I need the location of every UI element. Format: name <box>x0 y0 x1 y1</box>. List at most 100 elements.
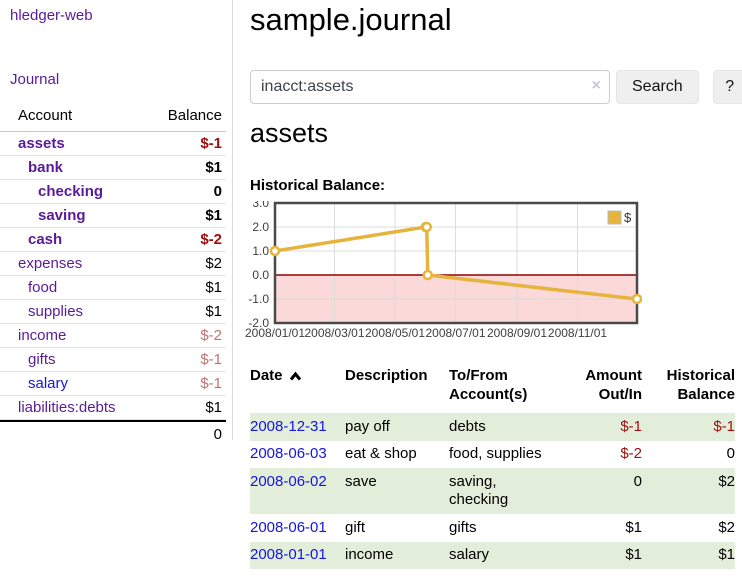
register-table: Date Description To/From Account(s) Amou… <box>250 362 735 569</box>
transaction-description: gift <box>345 518 366 536</box>
svg-text:2008/03/01: 2008/03/01 <box>304 326 364 340</box>
search-box: × <box>250 70 610 104</box>
account-balance-table: Account Balance assets $-1 bank $1 check… <box>0 100 226 447</box>
svg-text:2008/05/01: 2008/05/01 <box>365 326 425 340</box>
register-row: 2008-06-01 gift gifts $1 $2 <box>250 514 735 542</box>
sidebar-item-journal[interactable]: Journal <box>10 71 60 88</box>
account-link[interactable]: food <box>28 279 58 296</box>
transaction-description: eat & shop <box>345 445 417 462</box>
account-link[interactable]: saving <box>38 207 86 224</box>
search-bar: × Search ? <box>250 70 742 104</box>
account-balance: $-2 <box>200 231 222 248</box>
svg-text:-1.0: -1.0 <box>248 292 269 306</box>
register-row: 2008-12-31 pay off debts $-1 $-1 <box>250 413 735 441</box>
transaction-accounts: debts <box>449 417 486 435</box>
transaction-accounts: saving, checking <box>449 472 509 509</box>
account-balance: $1 <box>205 207 222 224</box>
account-row-salary: salary $-1 <box>0 372 226 396</box>
total-balance: 0 <box>213 426 222 443</box>
transaction-date-link[interactable]: 2008-01-01 <box>250 546 327 563</box>
clear-search-icon[interactable]: × <box>591 77 601 94</box>
account-row-saving: saving $1 <box>0 204 226 228</box>
account-row-supplies: supplies $1 <box>0 300 226 324</box>
account-row-gifts: gifts $-1 <box>0 348 226 372</box>
account-balance: $-1 <box>200 351 222 368</box>
transaction-balance: 0 <box>726 445 735 462</box>
register-row: 2008-01-01 income salary $1 $1 <box>250 541 735 569</box>
account-row-assets: assets $-1 <box>0 132 226 156</box>
transaction-accounts: gifts <box>449 518 477 536</box>
chart-title: Historical Balance: <box>250 177 386 194</box>
account-row-liabilities-debts: liabilities:debts $1 <box>0 396 226 420</box>
account-balance: $1 <box>205 399 222 416</box>
account-balance: $-1 <box>200 375 222 392</box>
transaction-description: save <box>345 472 377 490</box>
account-balance: $-1 <box>200 135 222 152</box>
register-row: 2008-06-02 save saving, checking 0 $2 <box>250 468 735 514</box>
account-link[interactable]: cash <box>28 231 63 248</box>
accounts-column-header: To/From Account(s) <box>449 367 528 403</box>
transaction-balance: $1 <box>718 546 735 563</box>
account-row-bank: bank $1 <box>0 156 226 180</box>
transaction-description: pay off <box>345 417 390 435</box>
account-balance: $1 <box>205 279 222 296</box>
account-link[interactable]: checking <box>38 183 104 200</box>
account-balance: 0 <box>213 183 222 200</box>
svg-text:1.0: 1.0 <box>252 244 269 258</box>
sidebar: hledger-web Journal Account Balance asse… <box>0 0 233 443</box>
balance-column-header: Balance <box>167 107 222 124</box>
account-link[interactable]: gifts <box>28 351 56 368</box>
search-button[interactable]: Search <box>616 70 699 104</box>
account-link[interactable]: liabilities:debts <box>18 399 116 416</box>
help-button[interactable]: ? <box>712 70 742 104</box>
account-link[interactable]: expenses <box>18 255 83 272</box>
page-title: sample.journal <box>250 2 452 37</box>
search-input[interactable] <box>250 70 610 104</box>
transaction-date-link[interactable]: 2008-12-31 <box>250 417 327 435</box>
svg-text:2.0: 2.0 <box>252 220 269 234</box>
amount-column-header: Amount Out/In <box>585 367 642 403</box>
transaction-amount: $-2 <box>620 445 642 462</box>
account-link[interactable]: assets <box>18 135 65 152</box>
account-link[interactable]: income <box>18 327 67 344</box>
transaction-date-link[interactable]: 2008-06-02 <box>250 472 327 490</box>
account-heading: assets <box>250 118 329 148</box>
svg-text:2008/11/01: 2008/11/01 <box>548 326 607 340</box>
account-balance: $-2 <box>200 327 222 344</box>
svg-text:0.0: 0.0 <box>252 268 269 282</box>
account-row-cash: cash $-2 <box>0 228 226 252</box>
transaction-balance: $-1 <box>713 417 735 435</box>
brand-link[interactable]: hledger-web <box>10 7 93 24</box>
account-link[interactable]: salary <box>28 375 69 392</box>
transaction-date-link[interactable]: 2008-06-03 <box>250 445 327 462</box>
transaction-accounts: food, supplies <box>449 445 542 462</box>
account-table-header: Account Balance <box>0 100 226 132</box>
account-link[interactable]: supplies <box>28 303 84 320</box>
description-column-header: Description <box>345 367 428 384</box>
date-column-header[interactable]: Date <box>250 362 345 413</box>
transaction-balance: $2 <box>718 472 735 490</box>
svg-text:$: $ <box>624 210 632 225</box>
account-row-expenses: expenses $2 <box>0 252 226 276</box>
transaction-accounts: salary <box>449 546 490 563</box>
transaction-description: income <box>345 546 394 563</box>
accounts-total-row: 0 <box>0 420 226 447</box>
register-row: 2008-06-03 eat & shop food, supplies $-2… <box>250 441 735 469</box>
svg-text:3.0: 3.0 <box>252 201 269 210</box>
account-row-checking: checking 0 <box>0 180 226 204</box>
svg-text:2008/01/01: 2008/01/01 <box>245 326 305 340</box>
transaction-date-link[interactable]: 2008-06-01 <box>250 518 327 536</box>
account-row-food: food $1 <box>0 276 226 300</box>
svg-text:-2.0: -2.0 <box>248 316 269 330</box>
account-column-header: Account <box>18 107 73 124</box>
account-balance: $1 <box>205 159 222 176</box>
sort-ascending-icon <box>289 371 301 381</box>
account-balance: $1 <box>205 303 222 320</box>
account-balance: $2 <box>205 255 222 272</box>
svg-text:2008/09/01: 2008/09/01 <box>487 326 547 340</box>
account-link[interactable]: bank <box>28 159 64 176</box>
date-column-label: Date <box>250 367 283 384</box>
transaction-amount: $1 <box>625 518 642 536</box>
historical-balance-column-header: Historical Balance <box>666 367 735 403</box>
